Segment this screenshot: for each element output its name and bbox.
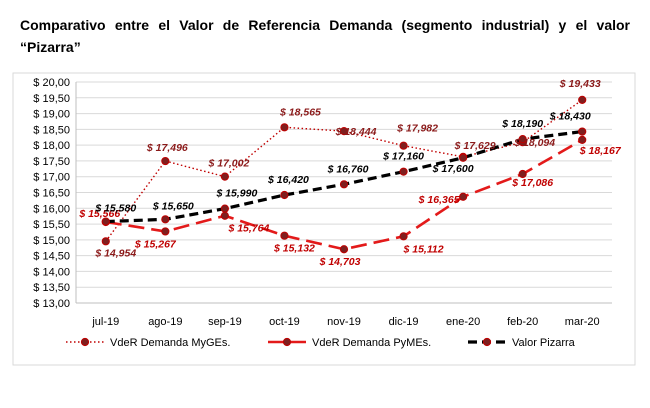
legend-swatch-marker bbox=[482, 337, 492, 347]
legend-swatch-marker bbox=[282, 337, 292, 347]
data-label: $ 16,365 bbox=[418, 194, 460, 206]
data-point bbox=[518, 169, 527, 179]
data-label: $ 14,703 bbox=[319, 256, 361, 268]
data-label: $ 17,496 bbox=[146, 142, 188, 154]
data-point bbox=[280, 231, 289, 240]
data-point bbox=[339, 127, 349, 136]
y-tick-label: $ 14,00 bbox=[33, 266, 70, 278]
chart-area-border bbox=[12, 72, 636, 366]
x-tick-label: ene-20 bbox=[446, 316, 480, 328]
y-tick-label: $ 20,00 bbox=[33, 77, 70, 89]
data-label: $ 15,580 bbox=[94, 203, 136, 215]
data-point bbox=[578, 95, 587, 105]
x-tick-label: sep-19 bbox=[208, 316, 242, 328]
data-label: $ 17,002 bbox=[207, 158, 249, 170]
data-label: $ 19,433 bbox=[559, 78, 601, 90]
data-point bbox=[161, 227, 170, 236]
data-label: $ 17,160 bbox=[382, 151, 424, 163]
data-point bbox=[578, 135, 587, 144]
x-tick-label: ago-19 bbox=[148, 316, 182, 328]
data-point bbox=[339, 180, 349, 189]
y-tick-label: $ 14,50 bbox=[33, 251, 70, 263]
data-label: $ 17,982 bbox=[396, 123, 438, 135]
legend-label: Valor Pizarra bbox=[512, 337, 576, 349]
y-tick-label: $ 18,00 bbox=[33, 140, 70, 152]
data-label: $ 18,444 bbox=[335, 126, 377, 138]
y-tick-label: $ 16,50 bbox=[33, 188, 70, 200]
data-label: $ 15,990 bbox=[215, 188, 257, 200]
data-label: $ 15,650 bbox=[152, 200, 194, 212]
data-label: $ 15,267 bbox=[134, 238, 177, 250]
data-point bbox=[161, 215, 170, 224]
legend-label: VdeR Demanda MyGEs. bbox=[110, 337, 230, 349]
legend-label: VdeR Demanda PyMEs. bbox=[312, 337, 431, 349]
data-point bbox=[161, 156, 170, 166]
data-label: $ 18,094 bbox=[513, 137, 555, 149]
data-point bbox=[399, 141, 408, 150]
data-label: $ 17,600 bbox=[432, 163, 474, 175]
x-tick-label: mar-20 bbox=[565, 316, 600, 328]
y-tick-label: $ 19,50 bbox=[33, 93, 70, 105]
x-tick-label: dic-19 bbox=[389, 316, 419, 328]
x-tick-label: nov-19 bbox=[327, 316, 361, 328]
data-point bbox=[220, 211, 229, 220]
legend-swatch-marker bbox=[80, 337, 90, 347]
y-tick-label: $ 13,00 bbox=[33, 298, 70, 310]
data-label: $ 15,764 bbox=[227, 223, 269, 235]
x-tick-label: jul-19 bbox=[91, 316, 119, 328]
data-label: $ 18,190 bbox=[501, 118, 543, 130]
data-label: $ 15,132 bbox=[273, 243, 315, 255]
data-point bbox=[459, 153, 468, 162]
data-point bbox=[280, 190, 289, 200]
x-tick-label: oct-19 bbox=[269, 316, 300, 328]
chart-title: Comparativo entre el Valor de Referencia… bbox=[20, 17, 630, 55]
data-point bbox=[101, 237, 110, 246]
data-label: $ 14,954 bbox=[94, 247, 136, 259]
data-label: $ 17,086 bbox=[511, 177, 553, 189]
data-point bbox=[339, 245, 349, 254]
series-line-1 bbox=[105, 99, 583, 242]
y-tick-label: $ 15,50 bbox=[33, 219, 70, 231]
y-tick-label: $ 13,50 bbox=[33, 282, 70, 294]
data-point bbox=[518, 135, 527, 144]
data-label: $ 16,420 bbox=[267, 174, 309, 186]
data-point bbox=[220, 204, 229, 213]
y-tick-label: $ 16,00 bbox=[33, 203, 70, 215]
data-label: $ 18,565 bbox=[279, 106, 321, 118]
x-tick-label: feb-20 bbox=[507, 316, 538, 328]
data-point bbox=[578, 127, 587, 136]
y-tick-label: $ 18,50 bbox=[33, 124, 70, 136]
data-point bbox=[399, 167, 408, 176]
y-tick-label: $ 17,50 bbox=[33, 156, 70, 168]
data-point bbox=[280, 123, 289, 132]
data-label: $ 15,566 bbox=[78, 208, 120, 220]
data-label: $ 15,112 bbox=[403, 243, 444, 255]
data-label: $ 18,167 bbox=[579, 145, 622, 157]
data-label: $ 18,430 bbox=[549, 111, 591, 123]
y-tick-label: $ 19,00 bbox=[33, 109, 70, 121]
data-point bbox=[459, 192, 468, 201]
data-point bbox=[101, 217, 110, 226]
data-label: $ 17,629 bbox=[454, 140, 496, 152]
data-point bbox=[220, 172, 229, 181]
data-point bbox=[399, 232, 408, 241]
y-tick-label: $ 15,00 bbox=[33, 235, 70, 247]
series-line-2 bbox=[105, 138, 583, 251]
data-label: $ 16,760 bbox=[327, 163, 369, 175]
y-tick-label: $ 17,00 bbox=[33, 172, 70, 184]
